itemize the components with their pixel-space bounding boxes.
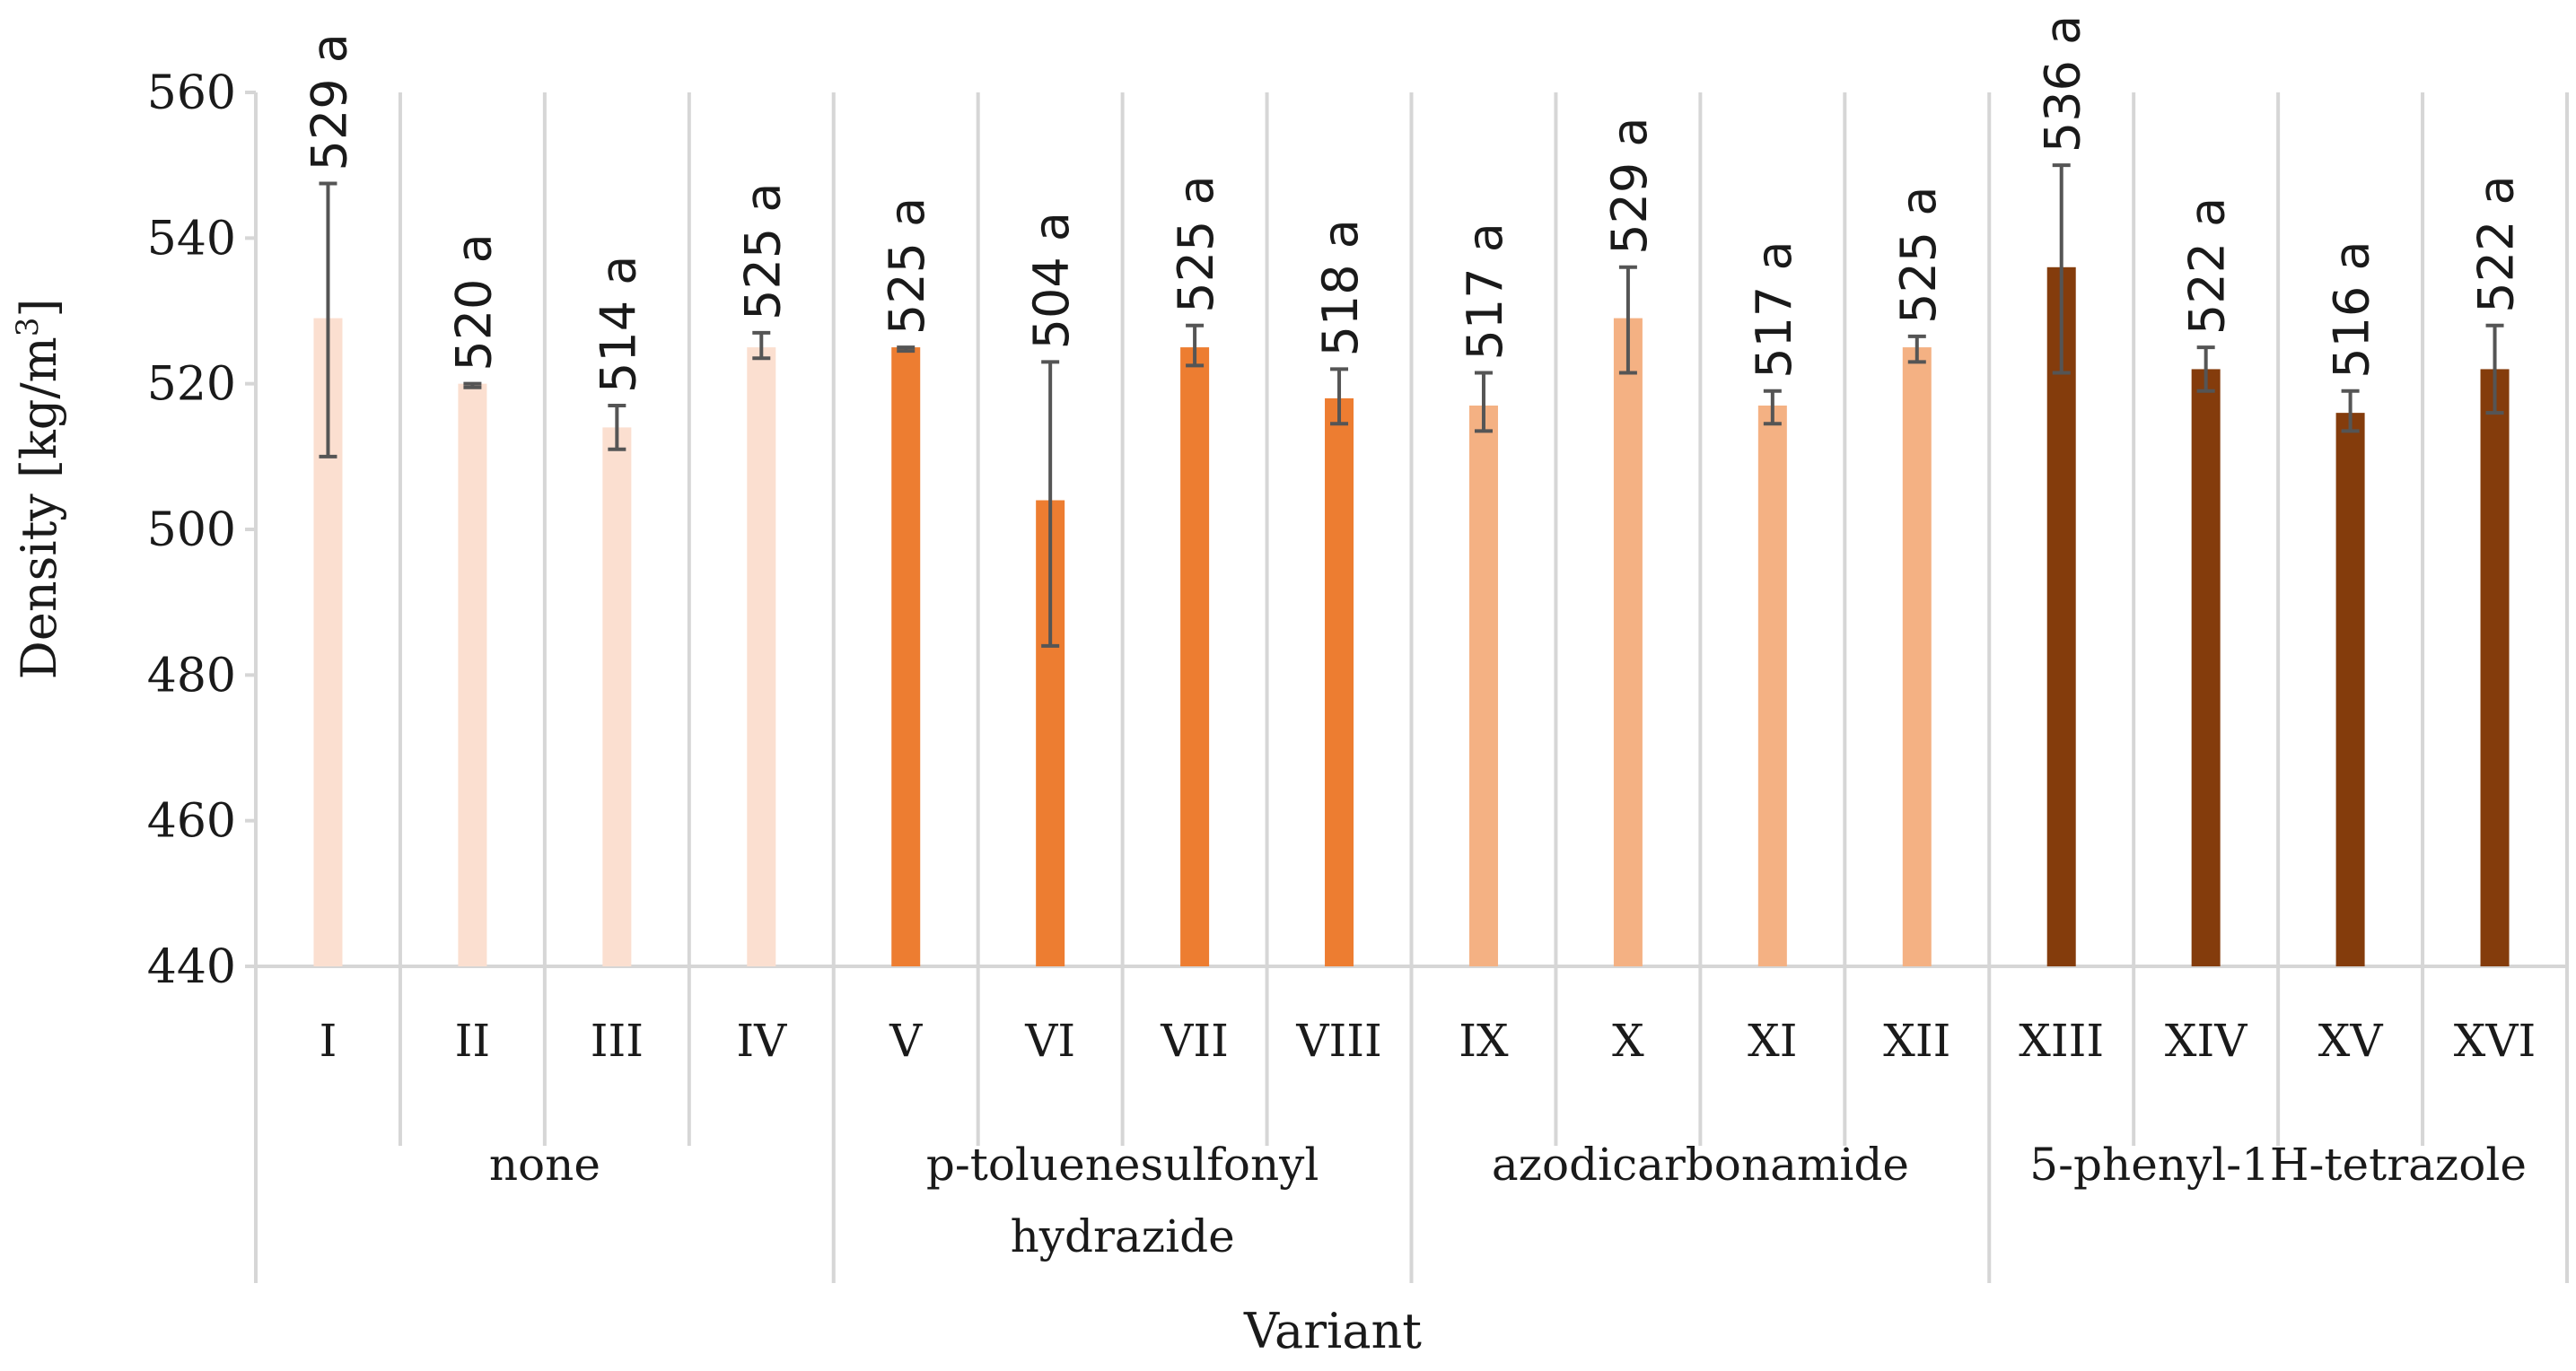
data-label-VIII: 518 a: [1312, 219, 1369, 356]
data-label-XII: 525 a: [1890, 187, 1947, 324]
y-tick-label: 460: [147, 795, 236, 849]
bar-X: [1613, 318, 1643, 966]
data-label-XIV: 522 a: [2179, 197, 2236, 335]
x-tick-label-VII: VII: [1160, 1015, 1229, 1067]
bars: [313, 266, 2510, 967]
data-label-XI: 517 a: [1746, 240, 1802, 378]
x-tick-label-XI: XI: [1748, 1015, 1797, 1067]
y-tick-label: 500: [147, 503, 236, 557]
y-tick-label: 480: [147, 649, 236, 703]
group-label: 5-phenyl-1H-tetrazole: [2029, 1139, 2527, 1191]
data-label-XVI: 522 a: [2468, 175, 2525, 312]
bar-XII: [1902, 347, 1932, 966]
data-label-IV: 525 a: [734, 183, 791, 320]
x-tick-label-V: V: [889, 1015, 923, 1067]
error-bars: [319, 163, 2504, 648]
bar-IV: [747, 347, 776, 966]
bar-XI: [1757, 406, 1787, 966]
data-labels: 529 a 520 a 514 a 525 a 525 a 504 a 525 a 518 a…: [301, 15, 2524, 393]
group-label: none: [489, 1139, 600, 1191]
y-tick-label: 540: [147, 212, 236, 266]
bar-XV: [2335, 413, 2365, 967]
gridlines: [254, 92, 2569, 1283]
y-tick-label: 520: [147, 358, 236, 412]
y-tick-label: 560: [147, 66, 236, 120]
x-tick-label-VI: VI: [1024, 1015, 1075, 1067]
x-tick-label-X: X: [1612, 1015, 1644, 1067]
bar-VII: [1180, 347, 1210, 966]
x-tick-label-XIV: XIV: [2165, 1015, 2247, 1067]
data-label-VII: 525 a: [1168, 175, 1224, 312]
bar-XIII: [2046, 266, 2076, 966]
x-tick-label-XII: XII: [1883, 1015, 1950, 1067]
bar-XVI: [2480, 369, 2510, 966]
x-axis-title: Variant: [1243, 1303, 1422, 1359]
group-label: azodicarbonamide: [1492, 1139, 1909, 1191]
x-tick-label-IX: IX: [1459, 1015, 1509, 1067]
data-label-XIII: 536 a: [2035, 15, 2091, 153]
data-label-II: 520 a: [445, 233, 502, 371]
bar-III: [602, 427, 632, 966]
data-label-X: 529 a: [1601, 117, 1658, 254]
y-axis-title: Density [kg/m3]: [10, 299, 67, 680]
bar-V: [891, 347, 921, 966]
x-tick-label-III: III: [591, 1015, 644, 1067]
x-tick-label-IV: IV: [736, 1015, 787, 1067]
x-tick-label-XIII: XIII: [2019, 1015, 2104, 1067]
x-tick-label-XVI: XVI: [2454, 1015, 2536, 1067]
data-label-VI: 504 a: [1023, 212, 1080, 349]
x-tick-label-XV: XV: [2318, 1015, 2384, 1067]
data-label-I: 529 a: [301, 33, 357, 170]
data-label-IX: 517 a: [1457, 223, 1513, 360]
bar-II: [458, 383, 487, 967]
x-tick-label-VIII: VIII: [1295, 1015, 1381, 1067]
data-label-V: 525 a: [879, 197, 935, 335]
data-label-III: 514 a: [590, 256, 646, 393]
y-tick-label: 440: [147, 940, 236, 994]
data-label-XV: 516 a: [2324, 240, 2380, 378]
group-label: p-toluenesulfonyl: [926, 1139, 1319, 1191]
bar-XIV: [2191, 369, 2221, 966]
x-tick-label-II: II: [455, 1015, 491, 1067]
x-tick-label-I: I: [320, 1015, 337, 1067]
bar-IX: [1468, 406, 1498, 966]
group-label: hydrazide: [1011, 1210, 1235, 1262]
bar-VIII: [1325, 397, 1354, 966]
